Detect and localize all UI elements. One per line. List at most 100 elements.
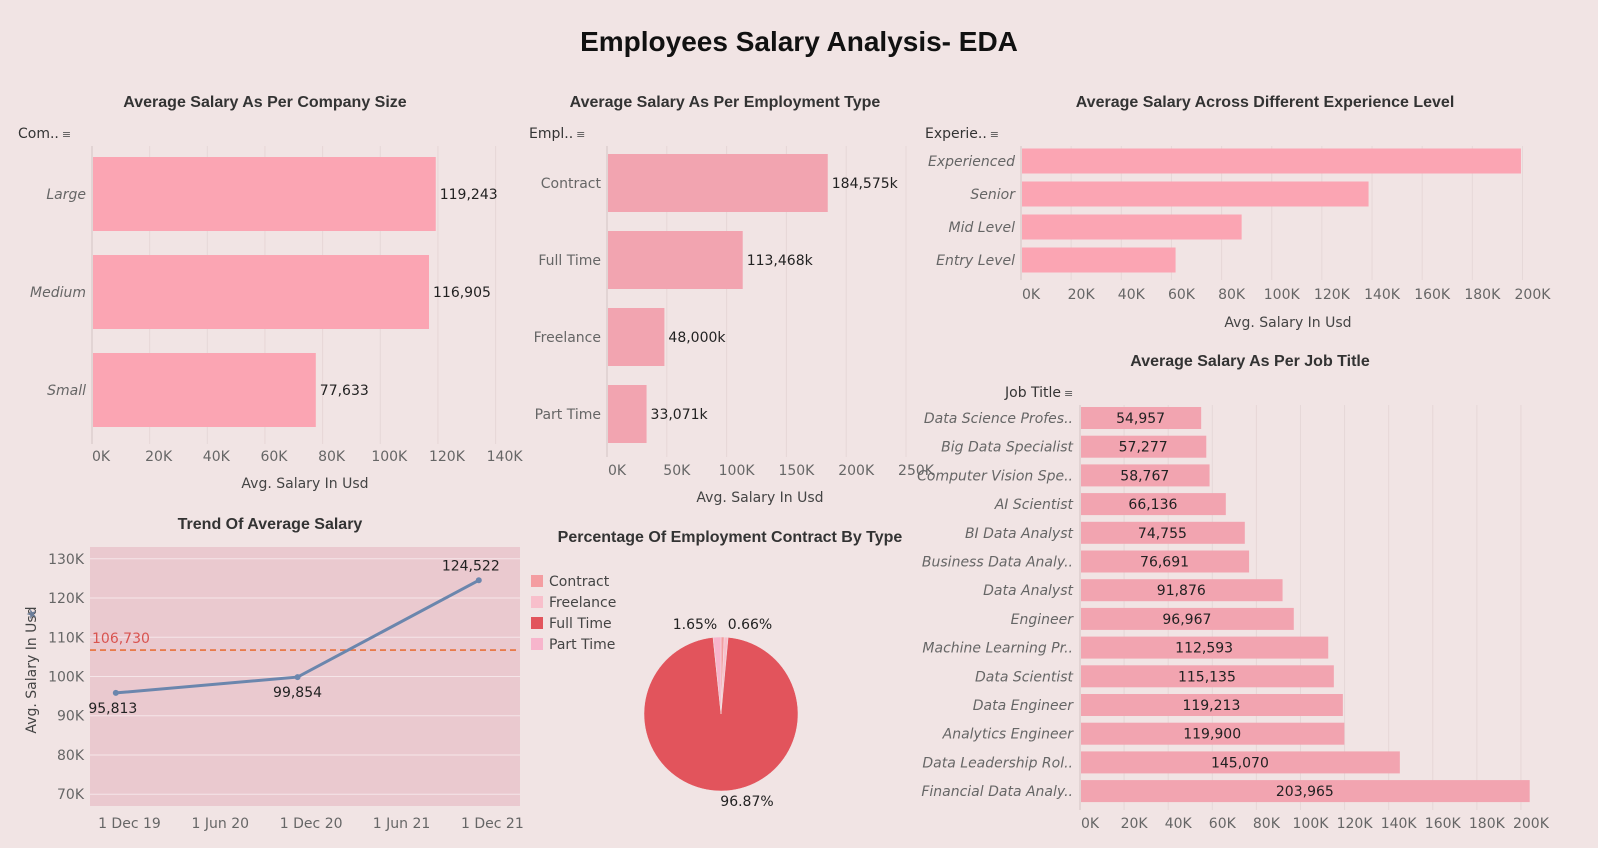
experience-level-xtick-label: 0K [1022, 287, 1041, 303]
experience-level-bar [1022, 148, 1521, 174]
employment-type-xtick-label: 50K [663, 463, 691, 479]
job-title-xtick-label: 200K [1513, 816, 1550, 832]
sort-icon[interactable]: ≡ [576, 128, 586, 141]
legend-swatch [531, 596, 543, 608]
employment-type-value-label: 184,575k [832, 176, 899, 192]
company-size-xtick-label: 0K [92, 449, 111, 465]
employment-type-category-label: Freelance [534, 330, 601, 346]
legend-swatch [531, 617, 543, 629]
employment-type-bar [608, 231, 743, 289]
job-title-category-label: Data Scientist [975, 669, 1074, 685]
experience-level-category-label: Entry Level [936, 253, 1015, 269]
job-title-xtick-label: 0K [1081, 816, 1100, 832]
salary-trend-value-label: 124,522 [442, 558, 500, 574]
company-size-value-label: 116,905 [433, 285, 491, 301]
legend-label: Contract [549, 574, 610, 590]
employment-type-xtick-label: 250K [898, 463, 935, 479]
company-size-xtick-label: 140K [487, 449, 524, 465]
job-title-xtick-label: 40K [1165, 816, 1193, 832]
employment-type-category-label: Part Time [535, 407, 601, 423]
job-title-value-label: 203,965 [1276, 784, 1334, 800]
company-size-field-header[interactable]: Com.. ≡ [18, 126, 71, 142]
job-title-bar [1081, 722, 1345, 745]
job-title-bar [1081, 407, 1202, 429]
salary-trend-ytick-label: 90K [57, 709, 85, 725]
job-title-bar [1081, 493, 1226, 516]
salary-trend-title: Trend Of Average Salary [177, 516, 363, 533]
employment-type-value-label: 113,468k [747, 253, 814, 269]
experience-level-xtick-label: 100K [1264, 287, 1301, 303]
sort-icon[interactable]: ≡ [989, 128, 1000, 141]
company-size-xtick-label: 40K [203, 449, 231, 465]
sort-icon[interactable]: ≡ [61, 128, 72, 141]
job-title-bar [1081, 464, 1210, 487]
pie-slice-label: 1.65% [673, 617, 717, 633]
job-title-category-label: Machine Learning Pr.. [922, 641, 1073, 657]
company-size-field-label: Com.. [18, 126, 59, 142]
job-title-bar [1081, 636, 1329, 659]
salary-trend-xtick-label: 1 Dec 20 [280, 816, 343, 832]
legend-item[interactable]: Part Time [531, 637, 615, 653]
experience-level-xtick-label: 140K [1364, 287, 1401, 303]
company-size-title: Average Salary As Per Company Size [123, 94, 407, 111]
job-title-bar [1081, 694, 1343, 716]
job-title-value-label: 66,136 [1128, 497, 1177, 513]
salary-trend-ytick-label: 110K [48, 630, 85, 646]
legend-swatch [531, 638, 543, 650]
job-title-bar [1081, 435, 1207, 458]
legend-label: Full Time [549, 616, 612, 632]
employment-type-x-axis-title: Avg. Salary In Usd [696, 490, 823, 506]
salary-trend-value-label: 99,854 [273, 685, 322, 701]
pie-slice-label: 96.87% [720, 794, 773, 810]
job-title-value-label: 91,876 [1157, 583, 1206, 599]
job-title-bar [1081, 550, 1250, 573]
employment-type-bar [608, 154, 828, 212]
job-title-category-label: Data Engineer [973, 698, 1074, 714]
job-title-value-label: 57,277 [1119, 440, 1168, 456]
legend-item[interactable]: Full Time [531, 616, 612, 632]
contract-pct-title: Percentage Of Employment Contract By Typ… [557, 529, 903, 546]
job-title-field-header[interactable]: Job Title ≡ [1005, 385, 1073, 401]
job-title-value-label: 74,755 [1138, 526, 1187, 542]
dashboard-title: Employees Salary Analysis- EDA [580, 26, 1018, 57]
job-title-xtick-label: 80K [1253, 816, 1281, 832]
experience-level-category-label: Senior [970, 187, 1016, 203]
pie-slice-label: 0.66% [728, 617, 772, 633]
experience-level-xtick-label: 160K [1414, 287, 1451, 303]
experience-level-xtick-label: 120K [1314, 287, 1351, 303]
job-title-category-label: Data Leadership Rol.. [922, 755, 1073, 771]
job-title-value-label: 145,070 [1211, 755, 1269, 771]
job-title-xtick-label: 140K [1381, 816, 1418, 832]
employment-type-field-label: Empl.. [529, 126, 574, 142]
job-title-value-label: 96,967 [1162, 612, 1211, 628]
job-title-xtick-label: 160K [1425, 816, 1462, 832]
pin-icon: ★ [25, 608, 40, 620]
company-size-category-label: Small [47, 383, 86, 399]
salary-trend-point [112, 689, 119, 696]
company-size-category-label: Medium [30, 285, 86, 301]
salary-trend-ytick-label: 100K [48, 670, 85, 686]
experience-level-field-header[interactable]: Experie.. ≡ [925, 126, 999, 142]
job-title-bar [1081, 780, 1530, 803]
company-size-xtick-label: 60K [260, 449, 288, 465]
employment-type-field-header[interactable]: Empl.. ≡ [529, 126, 585, 142]
company-size-category-label: Large [46, 187, 86, 203]
experience-level-xtick-label: 200K [1515, 287, 1552, 303]
employment-type-xtick-label: 100K [719, 463, 756, 479]
salary-trend-y-axis-title: Avg. Salary In Usd [24, 606, 40, 733]
experience-level-title: Average Salary Across Different Experien… [1075, 94, 1455, 111]
salary-trend-ytick-label: 120K [48, 591, 85, 607]
company-size-bar [93, 353, 316, 427]
experience-level-xtick-label: 80K [1218, 287, 1246, 303]
legend-item[interactable]: Contract [531, 574, 609, 590]
sort-icon[interactable]: ≡ [1064, 387, 1074, 400]
employment-type-xtick-label: 0K [608, 463, 627, 479]
job-title-value-label: 115,135 [1178, 669, 1236, 685]
company-size-bar [93, 255, 430, 329]
job-title-xtick-label: 180K [1469, 816, 1506, 832]
legend-item[interactable]: Freelance [531, 595, 616, 611]
job-title-bar [1081, 607, 1294, 630]
